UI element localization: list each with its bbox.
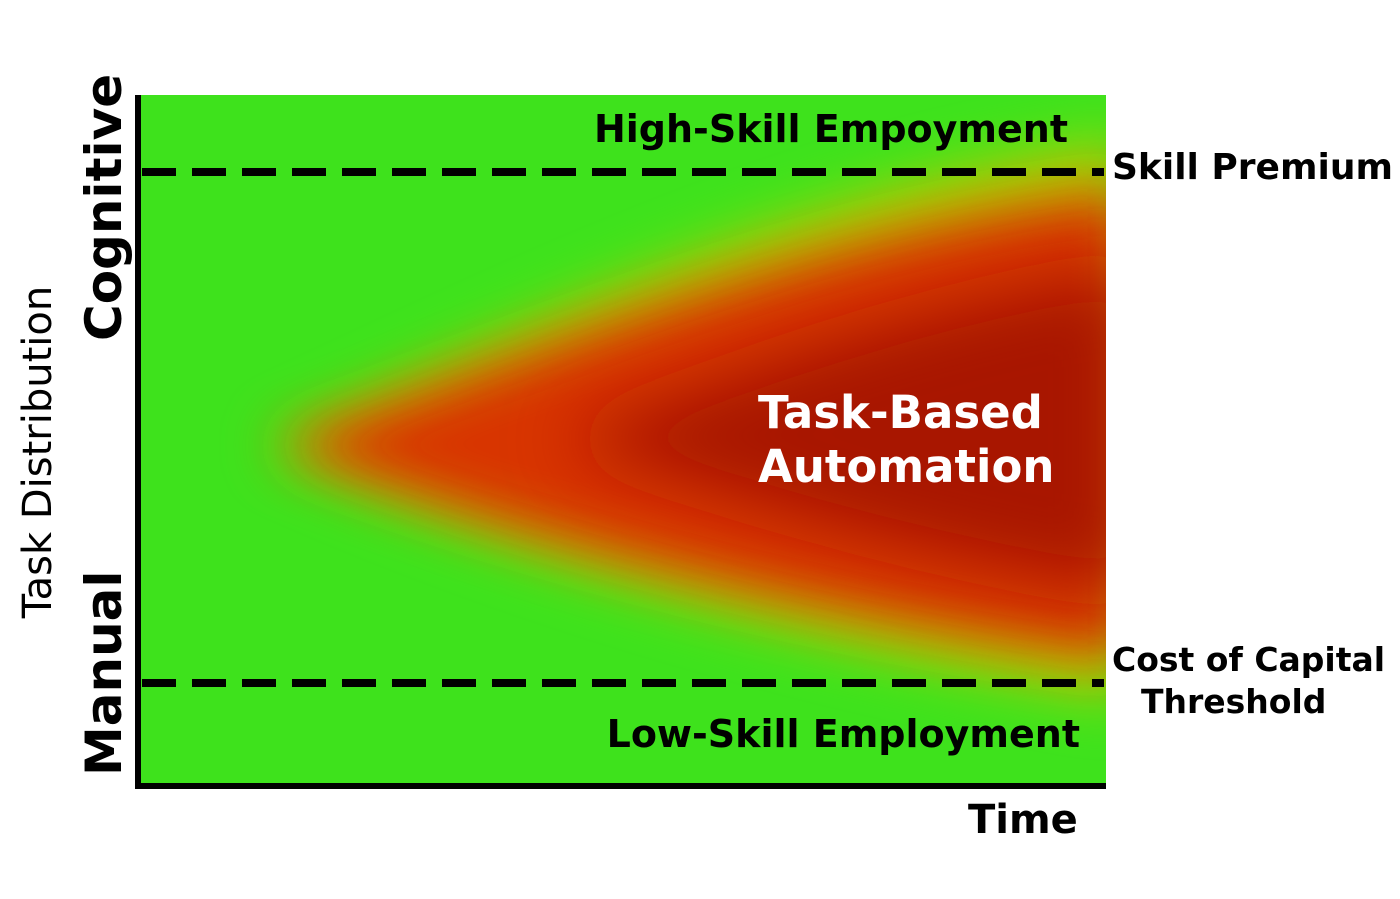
high-skill-label: High-Skill Empoyment bbox=[593, 107, 1068, 151]
automation-label-line1: Task-Based bbox=[758, 386, 1043, 439]
threshold-label: Threshold bbox=[1141, 682, 1327, 721]
y-axis-bottom-label: Manual bbox=[75, 570, 133, 776]
low-skill-label: Low-Skill Employment bbox=[606, 712, 1080, 756]
x-axis-label: Time bbox=[968, 797, 1078, 843]
y-axis-label: Task Distribution bbox=[15, 285, 61, 619]
automation-label-line2: Automation bbox=[758, 440, 1055, 493]
y-axis-top-label: Cognitive bbox=[75, 73, 133, 341]
automation-core bbox=[560, 273, 1106, 587]
heatmap-background bbox=[138, 95, 1106, 785]
cost-of-capital-label: Cost of Capital bbox=[1112, 640, 1386, 679]
skill-premium-label: Skill Premium bbox=[1112, 147, 1393, 188]
